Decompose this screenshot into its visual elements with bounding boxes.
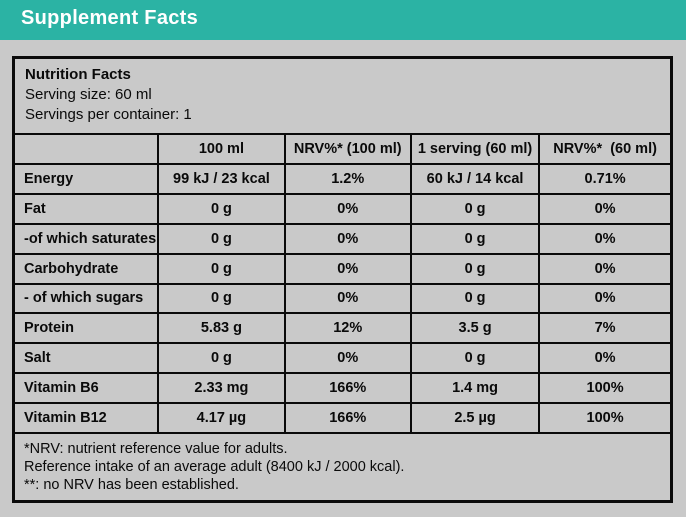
serving-info-cell: Nutrition Facts Serving size: 60 ml Serv… bbox=[12, 56, 673, 136]
servings-per-container-text: Servings per container: 1 bbox=[25, 106, 192, 124]
value-cell: 0% bbox=[538, 252, 673, 285]
table-header-section-row: Nutrition Facts Serving size: 60 ml Serv… bbox=[12, 56, 673, 136]
value-cell: 0 g bbox=[157, 252, 286, 285]
column-header-serving-60ml: 1 serving (60 ml) bbox=[409, 133, 541, 166]
nutrition-facts-title: Nutrition Facts bbox=[25, 66, 131, 84]
value-cell: 0 g bbox=[409, 252, 541, 285]
nutrient-label: Vitamin B6 bbox=[12, 372, 160, 404]
table-row: Salt 0 g 0% 0 g 0% bbox=[12, 342, 673, 375]
value-cell: 100% bbox=[538, 401, 673, 434]
table-row: Energy 99 kJ / 23 kcal 1.2% 60 kJ / 14 k… bbox=[12, 163, 673, 195]
value-cell: 0% bbox=[283, 342, 412, 375]
value-cell: 0% bbox=[538, 192, 673, 225]
nutrient-label: - of which sugars bbox=[12, 282, 160, 315]
value-cell: 12% bbox=[283, 312, 412, 345]
table-row: Vitamin B12 4.17 µg 166% 2.5 µg 100% bbox=[12, 401, 673, 434]
table-row: Protein 5.83 g 12% 3.5 g 7% bbox=[12, 312, 673, 345]
nutrition-facts-table: Nutrition Facts Serving size: 60 ml Serv… bbox=[12, 56, 673, 503]
table-row: Vitamin B6 2.33 mg 166% 1.4 mg 100% bbox=[12, 372, 673, 404]
value-cell: 0 g bbox=[157, 222, 286, 255]
value-cell: 7% bbox=[538, 312, 673, 345]
value-cell: 60 kJ / 14 kcal bbox=[409, 163, 541, 195]
column-header-100ml: 100 ml bbox=[157, 133, 286, 166]
value-cell: 0 g bbox=[409, 192, 541, 225]
nutrient-label: Salt bbox=[12, 342, 160, 375]
value-cell: 3.5 g bbox=[409, 312, 541, 345]
column-header-row: 100 ml NRV%* (100 ml) 1 serving (60 ml) … bbox=[12, 133, 673, 166]
page-title: Supplement Facts bbox=[21, 6, 199, 29]
supplement-facts-bar: Supplement Facts bbox=[0, 0, 686, 40]
value-cell: 0% bbox=[538, 282, 673, 315]
nutrient-label: Protein bbox=[12, 312, 160, 345]
value-cell: 0% bbox=[283, 282, 412, 315]
nutrition-facts-panel: Nutrition Facts Serving size: 60 ml Serv… bbox=[12, 56, 673, 503]
value-cell: 0% bbox=[538, 222, 673, 255]
value-cell: 166% bbox=[283, 401, 412, 434]
value-cell: 2.5 µg bbox=[409, 401, 541, 434]
value-cell: 4.17 µg bbox=[157, 401, 286, 434]
value-cell: 0% bbox=[283, 192, 412, 225]
footnotes-cell: *NRV: nutrient reference value for adult… bbox=[12, 431, 673, 503]
column-header-nrv-100ml: NRV%* (100 ml) bbox=[283, 133, 412, 166]
value-cell: 0% bbox=[538, 342, 673, 375]
table-row: Fat 0 g 0% 0 g 0% bbox=[12, 192, 673, 225]
value-cell: 2.33 mg bbox=[157, 372, 286, 404]
table-row: -of which saturates 0 g 0% 0 g 0% bbox=[12, 222, 673, 255]
table-row: - of which sugars 0 g 0% 0 g 0% bbox=[12, 282, 673, 315]
value-cell: 0 g bbox=[157, 282, 286, 315]
footnote-nrv: *NRV: nutrient reference value for adult… bbox=[24, 440, 288, 457]
value-cell: 0% bbox=[283, 222, 412, 255]
value-cell: 5.83 g bbox=[157, 312, 286, 345]
value-cell: 0 g bbox=[157, 192, 286, 225]
value-cell: 0% bbox=[283, 252, 412, 285]
value-cell: 0 g bbox=[409, 222, 541, 255]
value-cell: 0.71% bbox=[538, 163, 673, 195]
value-cell: 1.2% bbox=[283, 163, 412, 195]
value-cell: 1.4 mg bbox=[409, 372, 541, 404]
footnote-no-nrv: **: no NRV has been established. bbox=[24, 476, 239, 493]
footnotes-row: *NRV: nutrient reference value for adult… bbox=[12, 431, 673, 503]
nutrient-label: Energy bbox=[12, 163, 160, 195]
column-header-nrv-60ml: NRV%* (60 ml) bbox=[538, 133, 673, 166]
nutrient-label: Fat bbox=[12, 192, 160, 225]
column-header-blank bbox=[12, 133, 160, 166]
value-cell: 0 g bbox=[157, 342, 286, 375]
serving-size-text: Serving size: 60 ml bbox=[25, 86, 152, 104]
footnote-reference-intake: Reference intake of an average adult (84… bbox=[24, 458, 405, 475]
value-cell: 99 kJ / 23 kcal bbox=[157, 163, 286, 195]
table-row: Carbohydrate 0 g 0% 0 g 0% bbox=[12, 252, 673, 285]
value-cell: 0 g bbox=[409, 342, 541, 375]
nutrient-label: -of which saturates bbox=[12, 222, 160, 255]
nutrient-label: Carbohydrate bbox=[12, 252, 160, 285]
value-cell: 166% bbox=[283, 372, 412, 404]
value-cell: 100% bbox=[538, 372, 673, 404]
value-cell: 0 g bbox=[409, 282, 541, 315]
nutrient-label: Vitamin B12 bbox=[12, 401, 160, 434]
